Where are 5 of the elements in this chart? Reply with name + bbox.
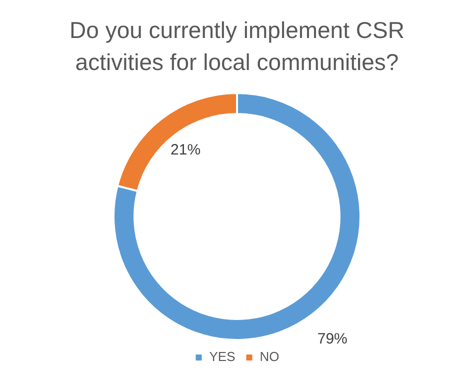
data-label: 21% (170, 141, 201, 158)
legend-label: NO (260, 349, 280, 364)
data-label: 79% (317, 330, 348, 348)
chart-title: Do you currently implement CSR activities for local communities? (68, 16, 406, 77)
legend-label: YES (209, 349, 236, 364)
